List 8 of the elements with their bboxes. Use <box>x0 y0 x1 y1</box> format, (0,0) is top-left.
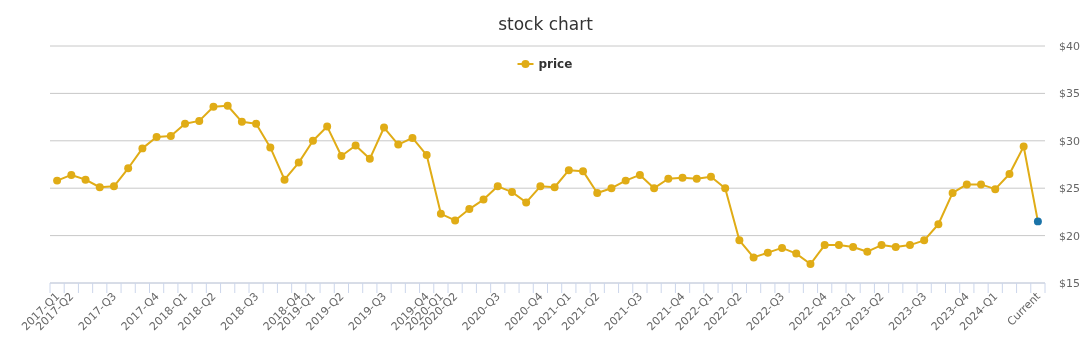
chart-title: stock chart <box>498 14 594 34</box>
y-tick-label: $35 <box>1059 87 1080 101</box>
y-tick-label: $40 <box>1059 40 1080 53</box>
y-tick-label: $30 <box>1059 134 1080 148</box>
y-tick-label: $15 <box>1059 277 1080 290</box>
y-tick-label: $25 <box>1059 182 1080 196</box>
y-tick-label: $20 <box>1059 229 1080 243</box>
legend-label: price <box>538 57 573 71</box>
